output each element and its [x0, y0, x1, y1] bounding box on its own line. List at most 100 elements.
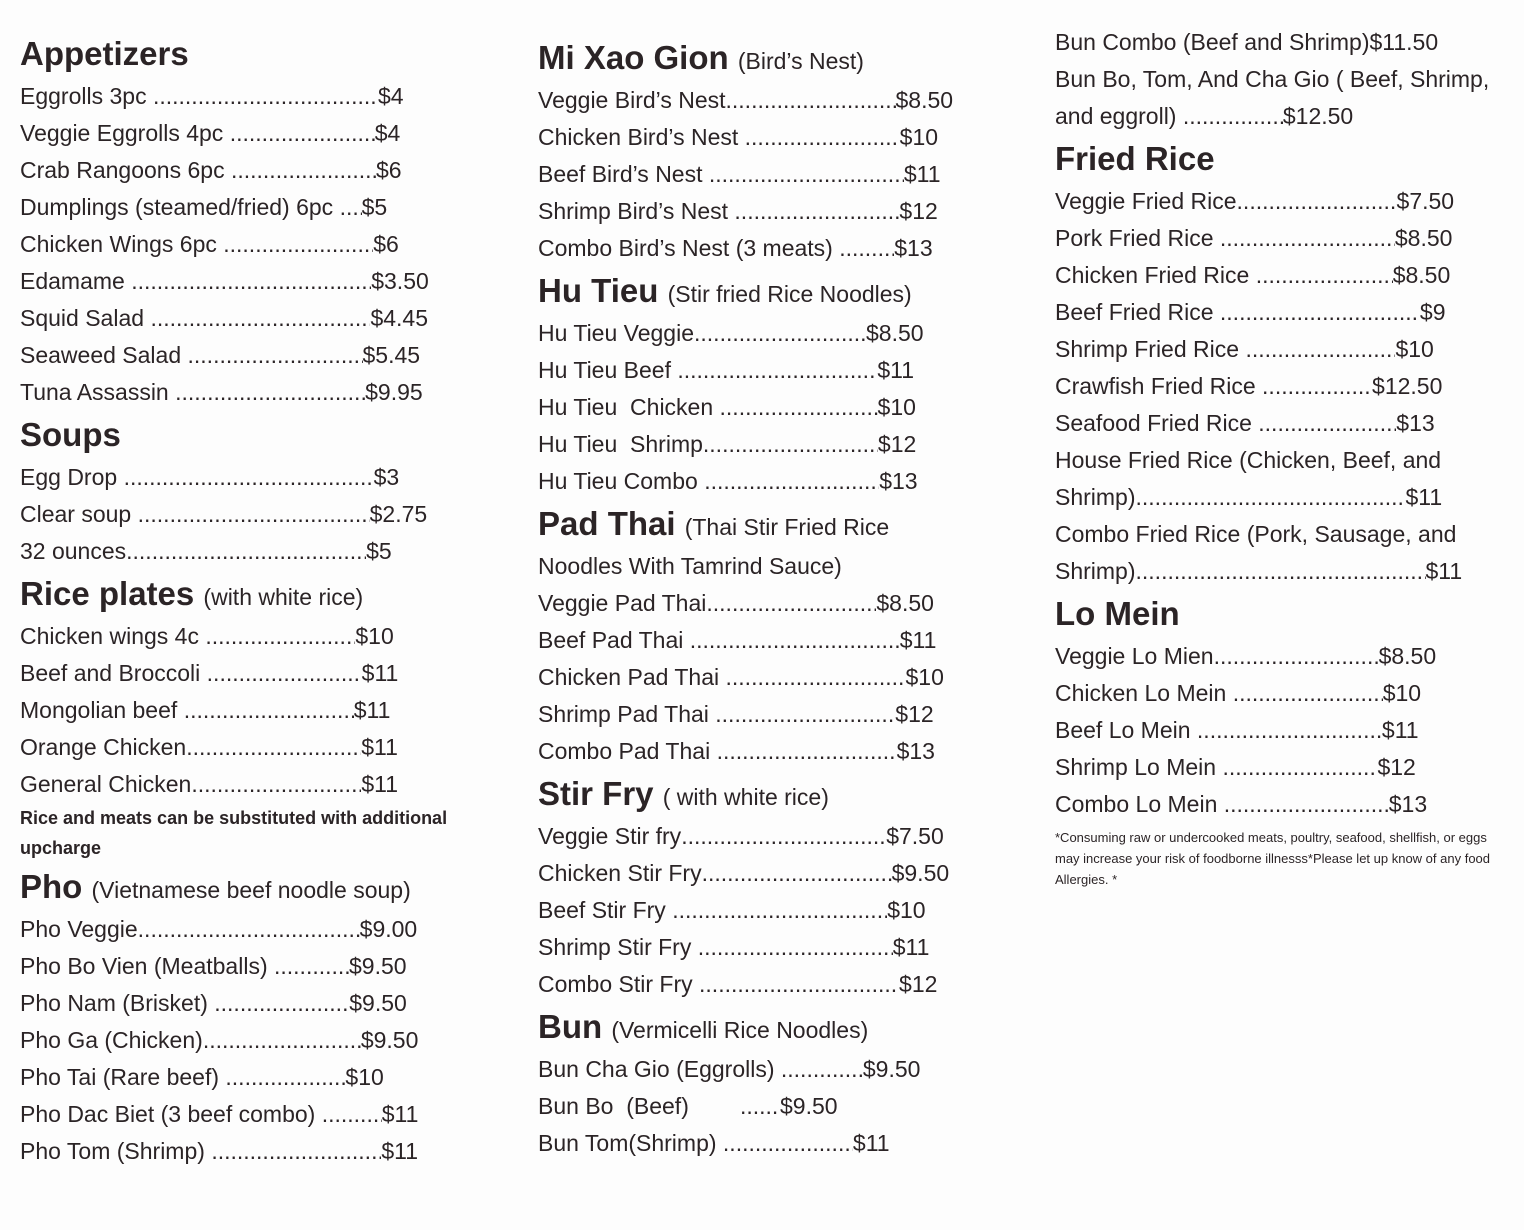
menu-item-name: and eggroll) — [1055, 103, 1183, 129]
dot-leader — [726, 82, 896, 119]
menu-item-name: Combo Stir Fry — [538, 971, 700, 997]
menu-item-price: $8.50 — [1378, 643, 1437, 669]
menu-item-price: $11 — [353, 697, 391, 723]
menu-item-price: $9.50 — [891, 860, 950, 886]
menu-item-price: $11 — [381, 1101, 419, 1127]
menu-item-price: $12.50 — [1372, 373, 1443, 399]
menu-item-name: Pho Tai (Rare beef) — [20, 1064, 226, 1090]
dot-leader — [214, 985, 349, 1022]
menu-item-price: $5 — [366, 538, 392, 564]
menu-item: Crab Rangoons 6pc $6 — [20, 152, 490, 189]
menu-item: Hu Tieu Combo $13 — [538, 463, 1008, 500]
menu-item-price: $8.50 — [866, 320, 924, 346]
dot-leader — [124, 459, 374, 496]
dot-leader — [150, 300, 370, 337]
menu-section: Mi Xao Gion (Bird’s Nest) Veggie Bird’s N… — [538, 34, 1008, 267]
menu-item: Seafood Fried Rice $13 — [1055, 405, 1515, 442]
menu-item-price: $13 — [1388, 791, 1428, 817]
menu-item-price: $8.50 — [876, 590, 934, 616]
dot-leader — [672, 892, 887, 929]
menu-item-name: Pho Nam (Brisket) — [20, 990, 215, 1016]
menu-item-price: $11 — [361, 660, 399, 686]
menu-item-name: Chicken wings 4c — [20, 623, 206, 649]
menu-item: Beef Stir Fry $10 — [538, 892, 1008, 929]
dot-leader — [153, 78, 378, 115]
dot-leader — [1258, 405, 1396, 442]
menu-item: Beef Lo Mein $11 — [1055, 712, 1515, 749]
menu-item-price: $9.50 — [360, 1027, 419, 1053]
dot-leader — [203, 1022, 361, 1059]
menu-item: Chicken Wings 6pc $6 — [20, 226, 490, 263]
menu-item-name: Combo Lo Mein — [1055, 791, 1224, 817]
section-title: Rice plates — [20, 575, 195, 612]
dot-leader — [138, 911, 360, 948]
menu-item-name: Beef Bird’s Nest — [538, 161, 709, 187]
menu-item-name: Pork Fried Rice — [1055, 225, 1220, 251]
menu-item: Hu Tieu Beef $11 — [538, 352, 1008, 389]
menu-item-price: $4 — [374, 120, 401, 146]
dot-leader — [1237, 183, 1397, 220]
dot-leader — [1256, 257, 1393, 294]
dot-leader — [1197, 712, 1382, 749]
menu-item: Chicken Fried Rice $8.50 — [1055, 257, 1515, 294]
menu-item-price: $12 — [899, 971, 938, 997]
dot-leader — [131, 263, 371, 300]
menu-item-name: Crawfish Fried Rice — [1055, 373, 1263, 399]
section-subtitle: (with white rice) — [203, 584, 364, 610]
section-title: Mi Xao Gion — [538, 39, 729, 76]
menu-item-name: Veggie Lo Mien — [1055, 643, 1214, 669]
menu-item-price: $11 — [1405, 484, 1443, 510]
menu-item-price: $10 — [899, 124, 939, 150]
dot-leader — [184, 692, 354, 729]
menu-item-name: Beef Stir Fry — [538, 897, 673, 923]
menu-item-price: $11.50 — [1369, 29, 1439, 55]
menu-item-price: $9.50 — [779, 1093, 838, 1119]
dot-leader — [186, 729, 361, 766]
dot-leader — [1222, 749, 1377, 786]
menu-item-name: Seafood Fried Rice — [1055, 410, 1259, 436]
menu-item-price: $10 — [1382, 680, 1422, 706]
section-heading: Appetizers — [20, 30, 490, 78]
menu-item-price: $11 — [381, 1138, 418, 1164]
menu-item-name: Shrimp Pad Thai — [538, 701, 716, 727]
menu-item-price: $11 — [903, 161, 941, 187]
menu-item-name: Veggie Eggrolls 4pc — [20, 120, 230, 146]
section-title: Fried Rice — [1055, 140, 1215, 177]
menu-item-name: Shrimp Bird’s Nest — [538, 198, 735, 224]
menu-item: Pho Veggie $9.00 — [20, 911, 490, 948]
menu-item-price: $12 — [1377, 754, 1416, 780]
menu-section: Bun (Vermicelli Rice Noodles) Bun Cha Gio… — [538, 1003, 1008, 1162]
section-heading: Hu Tieu (Stir fried Rice Noodles) — [538, 267, 1008, 315]
menu-item-price: $6 — [373, 231, 399, 257]
menu-item: Shrimp) $11 — [1055, 479, 1515, 516]
menu-item-price: $13 — [1396, 410, 1435, 436]
menu-item-price: $9.50 — [862, 1056, 921, 1082]
menu-item: Shrimp Pad Thai $12 — [538, 696, 1008, 733]
menu-section: Lo Mein Veggie Lo Mien $8.50 Chicken Lo Mei… — [1055, 590, 1515, 890]
menu-item-name: Combo Bird’s Nest (3 meats) — [538, 235, 840, 261]
menu-item-price: $4 — [377, 83, 404, 109]
menu-item-price: $4.45 — [370, 305, 428, 331]
dot-leader — [207, 655, 362, 692]
dot-leader — [231, 152, 376, 189]
dot-leader — [703, 426, 878, 463]
menu-item: Combo Lo Mein $13 — [1055, 786, 1515, 823]
menu-section: Pad Thai (Thai Stir Fried Rice Noodles Wi… — [538, 500, 1008, 770]
menu-item: Veggie Eggrolls 4pc $4 — [20, 115, 490, 152]
menu-item-name: Crab Rangoons 6pc — [20, 157, 231, 183]
menu-item-name: Veggie Bird’s Nest — [538, 87, 726, 113]
dot-leader — [723, 1125, 853, 1162]
menu-item: Chicken Pad Thai $10 — [538, 659, 1008, 696]
menu-item-price: $5.45 — [362, 342, 421, 368]
section-heading: Soups — [20, 411, 490, 459]
section-heading: Stir Fry ( with white rice) — [538, 770, 1008, 818]
dot-leader — [690, 622, 900, 659]
menu-item: Combo Pad Thai $13 — [538, 733, 1008, 770]
menu-item-name: Beef and Broccoli — [20, 660, 207, 686]
menu-item: Chicken Bird’s Nest $10 — [538, 119, 1008, 156]
menu-item-price: $11 — [361, 734, 398, 760]
menu-section: Bun Combo (Beef and Shrimp) $11.50 Bun Bo,… — [1055, 24, 1515, 135]
menu-item: Pho Ga (Chicken) $9.50 — [20, 1022, 490, 1059]
section-heading: Mi Xao Gion (Bird’s Nest) — [538, 34, 1008, 82]
menu-item: Shrimp) $11 — [1055, 553, 1515, 590]
